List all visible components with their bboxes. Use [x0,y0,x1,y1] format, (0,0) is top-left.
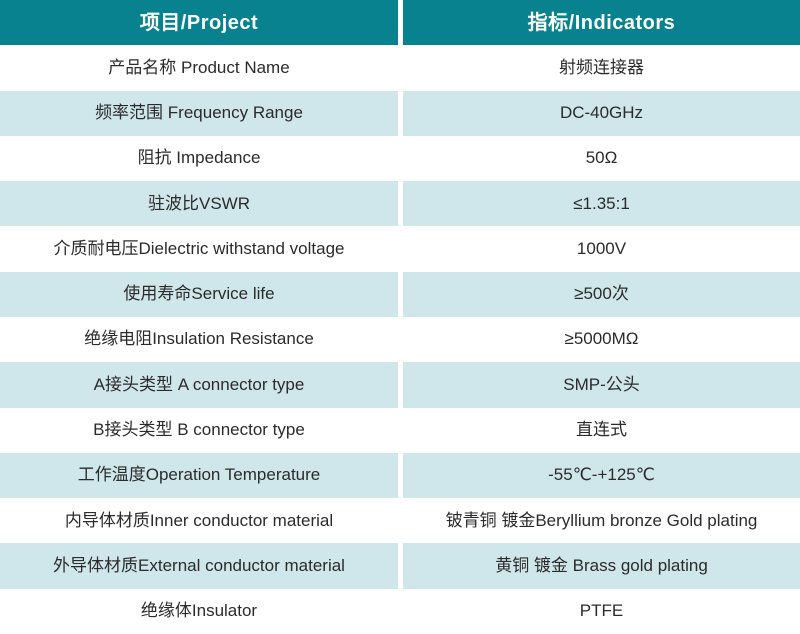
indicator-cell: -55℃-+125℃ [403,452,800,499]
table-row: 绝缘体Insulator PTFE [0,588,800,634]
project-cell: 频率范围 Frequency Range [0,90,398,136]
table-row: 内导体材质Inner conductor material 铍青铜 镀金Beryl… [0,498,800,544]
header-cell-indicators: 指标/Indicators [403,0,800,46]
project-cell: 外导体材质External conductor material [0,543,398,589]
project-cell: 介质耐电压Dielectric withstand voltage [0,226,398,272]
table-row: 介质耐电压Dielectric withstand voltage 1000V [0,226,800,272]
indicator-cell: 1000V [403,226,800,272]
project-cell: 工作温度Operation Temperature [0,452,398,499]
project-cell: 绝缘体Insulator [0,588,398,634]
indicator-cell: ≤1.35:1 [403,181,800,227]
table-row: 频率范围 Frequency Range DC-40GHz [0,90,800,136]
indicator-cell: 射频连接器 [403,45,800,91]
project-cell: A接头类型 A connector type [0,362,398,408]
header-cell-project: 项目/Project [0,0,398,46]
table-row: 外导体材质External conductor material 黄铜 镀金 Br… [0,543,800,589]
project-cell: 产品名称 Product Name [0,45,398,91]
table-row: 工作温度Operation Temperature -55℃-+125℃ [0,452,800,499]
table-row: B接头类型 B connector type 直连式 [0,407,800,453]
project-cell: 使用寿命Service life [0,271,398,317]
table-header-row: 项目/Project 指标/Indicators [0,0,800,46]
indicator-cell: ≥500次 [403,271,800,317]
indicator-cell: PTFE [403,588,800,634]
project-cell: 绝缘电阻Insulation Resistance [0,316,398,363]
indicator-cell: 黄铜 镀金 Brass gold plating [403,543,800,589]
project-cell: B接头类型 B connector type [0,407,398,453]
project-cell: 驻波比VSWR [0,181,398,227]
indicator-cell: SMP-公头 [403,362,800,408]
indicator-cell: 铍青铜 镀金Beryllium bronze Gold plating [403,498,800,544]
table-row: 绝缘电阻Insulation Resistance ≥5000MΩ [0,316,800,363]
indicator-cell: 直连式 [403,407,800,453]
table-row: 使用寿命Service life ≥500次 [0,271,800,317]
table-row: 驻波比VSWR ≤1.35:1 [0,181,800,227]
project-cell: 阻抗 Impedance [0,135,398,182]
table-row: 阻抗 Impedance 50Ω [0,135,800,182]
table-row: 产品名称 Product Name 射频连接器 [0,45,800,91]
project-cell: 内导体材质Inner conductor material [0,498,398,544]
indicator-cell: DC-40GHz [403,90,800,136]
table-row: A接头类型 A connector type SMP-公头 [0,362,800,408]
indicator-cell: 50Ω [403,135,800,182]
indicator-cell: ≥5000MΩ [403,316,800,363]
